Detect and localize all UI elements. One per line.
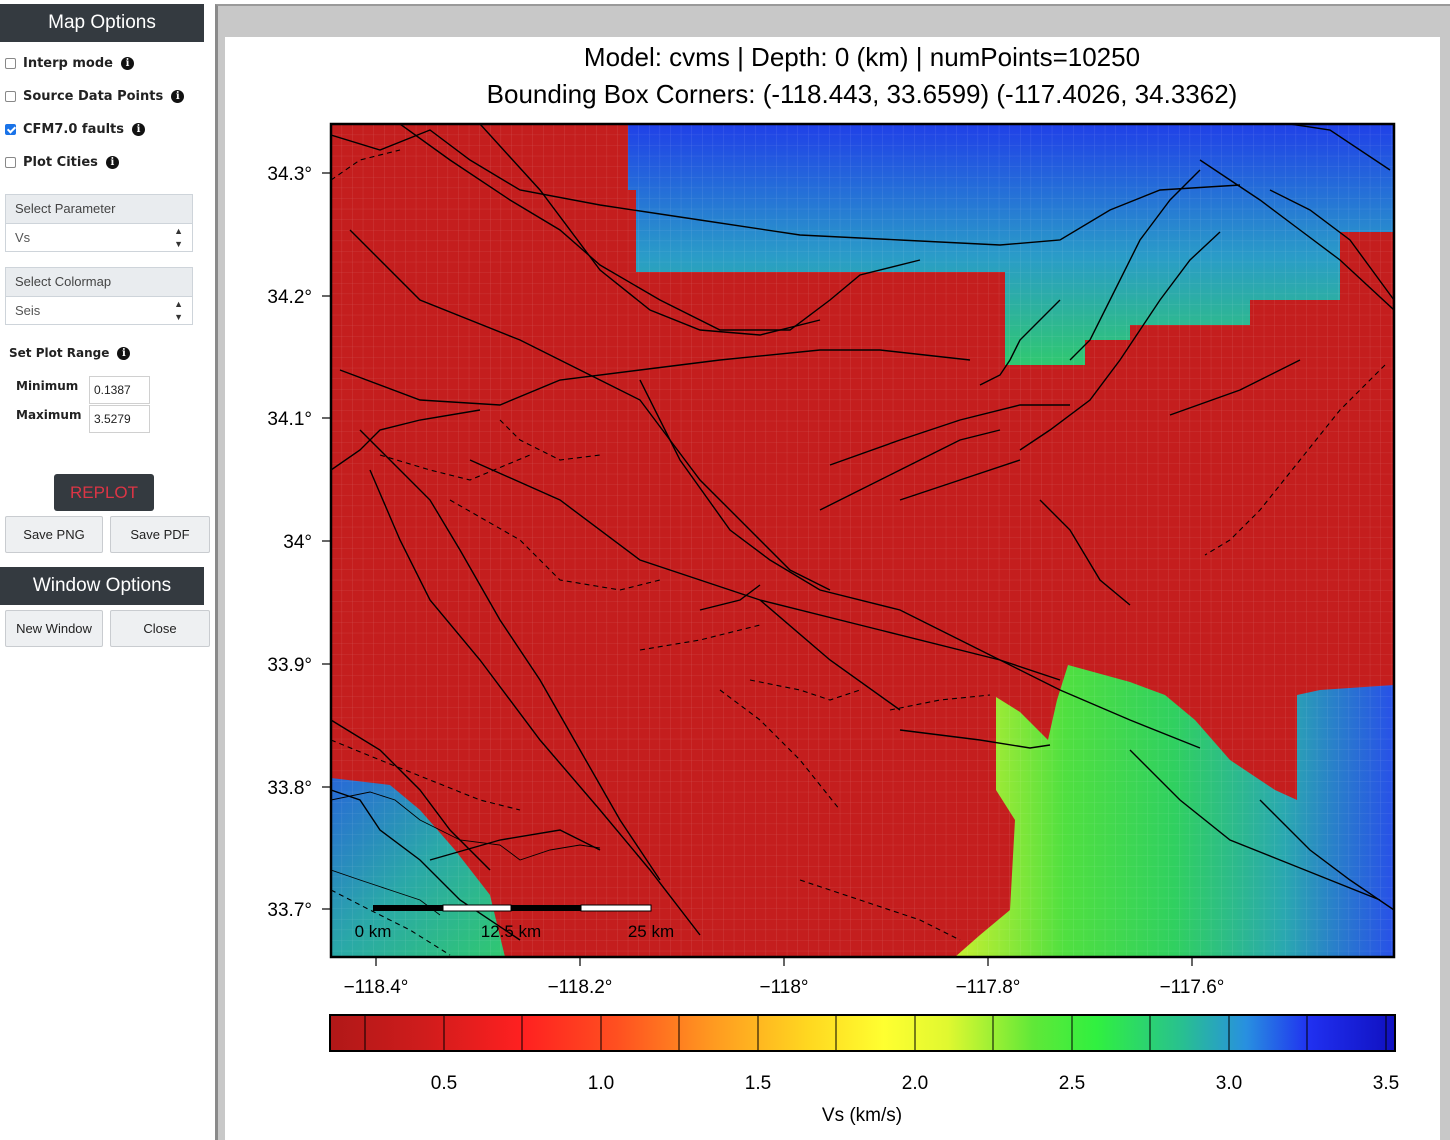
info-icon[interactable]: i [117,346,131,360]
scale-bar: 0 km 12.5 km 25 km [355,904,674,941]
cfm-faults-checkbox[interactable] [5,123,16,135]
plot-title-line1: Model: cvms | Depth: 0 (km) | numPoints=… [584,42,1140,72]
save-png-button[interactable]: Save PNG [5,516,103,553]
window-options-header: Window Options [0,567,204,605]
interp-mode-label: Interp mode [23,55,113,71]
close-button[interactable]: Close [110,610,210,647]
info-icon[interactable]: i [120,56,134,70]
interp-mode-option[interactable]: Interp mode i [5,53,134,73]
colorbar-tick-label: 1.5 [745,1073,771,1094]
y-tick-label: 34.3° [267,164,312,185]
scale-bar-label-12: 12.5 km [481,922,541,941]
select-colormap-label: Select Colormap [5,267,193,297]
plot-cities-label: Plot Cities [23,154,98,170]
plot-range-title: Set Plot Range i [9,346,131,360]
sidebar: Map Options Interp mode i Source Data Po… [0,0,215,1140]
colorbar-tick-label: 2.0 [902,1073,928,1094]
colorbar-tick-label: 2.5 [1059,1073,1085,1094]
colormap-select[interactable]: Seis ▲ ▼ [5,297,193,325]
new-window-button[interactable]: New Window [5,610,103,647]
interp-mode-checkbox[interactable] [5,57,16,69]
axis-ticks [322,172,1193,966]
x-tick-label: −118.4° [344,977,409,998]
y-tick-label: 34° [283,532,312,553]
colorbar-tick-label: 0.5 [431,1073,457,1094]
x-tick-label: −118.2° [548,977,613,998]
cfm-faults-label: CFM7.0 faults [23,121,125,137]
colormap-select-value: Seis [15,303,41,318]
save-pdf-button[interactable]: Save PDF [110,516,210,553]
y-tick-label: 33.9° [267,655,312,676]
select-arrows-icon: ▲ ▼ [174,299,183,322]
x-tick-label: −118° [760,977,809,998]
parameter-select[interactable]: Vs ▲ ▼ [5,224,193,252]
info-icon[interactable]: i [105,155,119,169]
colorbar-tick-label: 3.0 [1216,1073,1242,1094]
colorbar-tick-label: 1.0 [588,1073,614,1094]
maximum-input[interactable]: 3.5279 [89,405,150,433]
colorbar-label: Vs (km/s) [822,1105,902,1126]
plot-range-title-text: Set Plot Range [9,346,110,360]
parameter-select-value: Vs [15,230,31,245]
source-data-points-checkbox[interactable] [5,90,16,102]
minimum-label: Minimum [16,379,79,393]
source-data-points-option[interactable]: Source Data Points i [5,86,185,106]
plot-cities-option[interactable]: Plot Cities i [5,152,119,172]
y-tick-label: 34.2° [267,287,312,308]
y-tick-label: 33.8° [267,778,312,799]
info-icon[interactable]: i [171,89,185,103]
y-tick-label: 34.1° [267,409,312,430]
dashed-faults [331,149,1386,956]
select-parameter-label: Select Parameter [5,194,193,224]
maximum-label: Maximum [16,408,82,422]
plot-cities-checkbox[interactable] [5,156,16,168]
replot-button[interactable]: REPLOT [54,474,154,511]
colorbar-tick-label: 3.5 [1373,1073,1399,1094]
x-tick-label: −117.6° [1160,977,1225,998]
minimum-input[interactable]: 0.1387 [89,376,150,404]
scale-bar-label-25: 25 km [628,922,674,941]
plot-title-line2: Bounding Box Corners: (-118.443, 33.6599… [487,79,1238,109]
colorbar [329,1014,1396,1052]
source-data-points-label: Source Data Points [23,88,164,104]
y-tick-label: 33.7° [267,900,312,921]
cfm-faults-option[interactable]: CFM7.0 faults i [5,119,146,139]
scale-bar-label-0: 0 km [355,922,392,941]
select-arrows-icon: ▲ ▼ [174,226,183,249]
x-tick-label: −117.8° [956,977,1021,998]
map-options-header: Map Options [0,4,204,42]
info-icon[interactable]: i [132,122,146,136]
vs-map-raster [331,124,1394,957]
